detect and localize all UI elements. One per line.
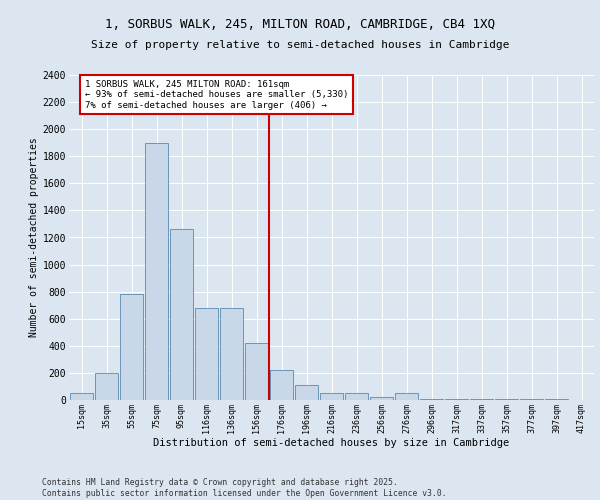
Bar [295, 385, 318, 400]
Text: 1, SORBUS WALK, 245, MILTON ROAD, CAMBRIDGE, CB4 1XQ: 1, SORBUS WALK, 245, MILTON ROAD, CAMBRI… [105, 18, 495, 30]
Y-axis label: Number of semi-detached properties: Number of semi-detached properties [29, 138, 38, 338]
Bar [445, 398, 468, 400]
Bar [320, 393, 343, 400]
Bar [345, 392, 368, 400]
Bar [395, 392, 418, 400]
Bar [245, 343, 268, 400]
Bar [270, 370, 293, 400]
Bar [120, 294, 143, 400]
Bar [70, 393, 93, 400]
Text: Size of property relative to semi-detached houses in Cambridge: Size of property relative to semi-detach… [91, 40, 509, 50]
Bar [370, 398, 393, 400]
Bar [420, 398, 443, 400]
Text: Contains HM Land Registry data © Crown copyright and database right 2025.
Contai: Contains HM Land Registry data © Crown c… [42, 478, 446, 498]
Text: 1 SORBUS WALK, 245 MILTON ROAD: 161sqm
← 93% of semi-detached houses are smaller: 1 SORBUS WALK, 245 MILTON ROAD: 161sqm ←… [85, 80, 348, 110]
Bar [145, 142, 168, 400]
Bar [470, 398, 493, 400]
X-axis label: Distribution of semi-detached houses by size in Cambridge: Distribution of semi-detached houses by … [154, 438, 509, 448]
Bar [95, 373, 118, 400]
Bar [195, 308, 218, 400]
Bar [170, 230, 193, 400]
Bar [220, 308, 243, 400]
